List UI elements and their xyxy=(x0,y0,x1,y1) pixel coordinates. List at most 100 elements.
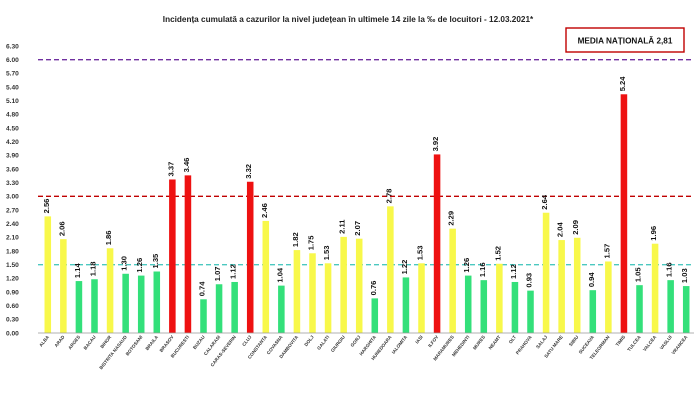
bar xyxy=(667,280,674,333)
bar xyxy=(418,263,425,333)
bar xyxy=(589,290,597,333)
x-tick-label: BIHOR xyxy=(99,334,112,349)
x-tick-label: DOLJ xyxy=(303,334,315,347)
x-tick-label: BRAILA xyxy=(144,334,159,351)
bar xyxy=(573,237,581,333)
data-label: 3.37 xyxy=(166,162,175,177)
x-tick-label: IALOMITA xyxy=(391,334,409,355)
data-label: 1.96 xyxy=(649,226,658,241)
bar xyxy=(511,281,519,333)
x-tick-label: SIBIU xyxy=(568,334,580,347)
y-tick-label: 1.20 xyxy=(6,276,19,283)
data-label: 1.16 xyxy=(665,262,674,277)
y-tick-label: 0.30 xyxy=(6,317,19,324)
x-tick-label: ALBA xyxy=(38,334,50,348)
y-tick-label: 4.50 xyxy=(6,125,19,132)
data-label: 1.26 xyxy=(462,258,471,273)
x-tick-label: TIMIS xyxy=(615,335,626,348)
data-label: 2.64 xyxy=(540,194,549,210)
data-label: 1.82 xyxy=(291,232,300,247)
bar xyxy=(480,280,488,333)
threshold-lines xyxy=(38,59,694,266)
x-tick-label: CLUJ xyxy=(241,334,253,347)
x-tick-label: GORJ xyxy=(350,334,362,348)
bar xyxy=(91,279,98,333)
data-label: 2.46 xyxy=(260,203,269,218)
x-tick-label: BISTRITA NASAUD xyxy=(98,334,128,370)
data-label: 1.16 xyxy=(478,262,487,277)
x-tick-label: MURES xyxy=(472,335,486,351)
bar xyxy=(605,261,612,333)
bar xyxy=(293,250,301,333)
x-tick-label: SALAJ xyxy=(535,334,548,349)
bar xyxy=(60,239,67,333)
bar xyxy=(153,271,161,333)
x-tick-label: VRANCEA xyxy=(671,334,689,356)
data-label: 1.03 xyxy=(680,268,689,283)
data-label: 1.22 xyxy=(400,260,409,275)
bar xyxy=(262,220,270,333)
data-label: 1.57 xyxy=(602,244,611,259)
bar xyxy=(387,206,394,333)
data-label: 1.30 xyxy=(120,256,129,271)
data-label: 1.12 xyxy=(509,264,518,279)
data-label: 1.86 xyxy=(104,230,113,245)
x-tick-label: TULCEA xyxy=(626,334,642,352)
x-tick-label: OLT xyxy=(508,334,518,344)
x-tick-label: IASI xyxy=(414,335,423,345)
y-tick-label: 6.00 xyxy=(6,57,19,64)
bar xyxy=(340,236,347,333)
y-tick-label: 3.60 xyxy=(6,166,19,173)
x-tick-label: ARAD xyxy=(54,334,67,348)
x-tick-label: BACAU xyxy=(83,334,98,351)
bar xyxy=(75,281,83,333)
y-tick-label: 0.60 xyxy=(6,303,19,310)
y-tick-label: 0.90 xyxy=(6,289,19,296)
y-tick-label: 5.70 xyxy=(6,71,19,78)
bar xyxy=(558,240,565,333)
bar xyxy=(433,154,441,333)
y-tick-label: 3.30 xyxy=(6,180,19,187)
data-label: 2.06 xyxy=(57,221,66,236)
data-label: 1.05 xyxy=(634,267,643,283)
data-label: 1.75 xyxy=(307,235,316,251)
bar xyxy=(200,299,207,333)
bar xyxy=(278,285,285,333)
bar xyxy=(355,238,363,333)
x-tick-label: ARGES xyxy=(67,335,81,351)
data-label: 1.53 xyxy=(322,246,331,261)
x-tick-label: ILFOV xyxy=(427,334,440,348)
y-tick-label: 1.50 xyxy=(6,262,19,269)
x-tick-label: VALCEA xyxy=(642,334,658,352)
data-label: 2.29 xyxy=(447,211,456,226)
y-tick-label: 4.20 xyxy=(6,139,19,146)
data-label: 1.53 xyxy=(416,246,425,261)
data-label: 2.04 xyxy=(556,222,565,238)
x-tick-label: BUZAU xyxy=(192,334,206,350)
x-tick-label: BRASOV xyxy=(159,334,176,353)
y-tick-label: 2.10 xyxy=(6,235,19,242)
data-label: 1.52 xyxy=(493,246,502,261)
y-tick-label: 2.70 xyxy=(6,207,19,214)
y-tick-label: 1.80 xyxy=(6,248,19,255)
national-average-box: MEDIA NAȚIONALĂ 2,81 xyxy=(565,27,685,53)
bar xyxy=(215,284,223,333)
y-axis: 0.00 0.30 0.60 0.90 1.20 1.50 1.80 2.10 2.40 2.70… xyxy=(6,43,19,337)
bar xyxy=(44,216,52,333)
bar xyxy=(137,275,145,333)
bar xyxy=(636,285,643,333)
bar xyxy=(309,253,316,333)
data-label: 2.07 xyxy=(353,221,362,236)
data-label: 2.56 xyxy=(42,199,51,214)
data-label: 2.11 xyxy=(338,219,347,234)
data-label: 1.07 xyxy=(213,266,222,281)
data-label: 1.12 xyxy=(229,264,238,279)
bar xyxy=(371,298,379,333)
bar xyxy=(682,286,690,333)
bar xyxy=(542,212,550,333)
data-label: 1.26 xyxy=(135,258,144,273)
x-tick-label: PRAHOVA xyxy=(515,334,533,355)
data-label: 1.18 xyxy=(89,261,98,276)
